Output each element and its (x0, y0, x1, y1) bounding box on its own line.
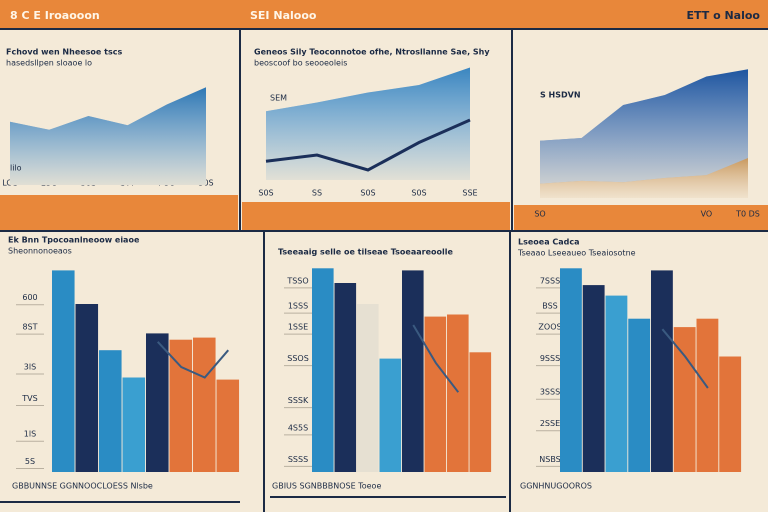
bar (582, 285, 605, 472)
x-tick-label: T0 DS (735, 210, 760, 219)
bar (424, 316, 447, 472)
bar (169, 339, 193, 472)
bar (334, 283, 357, 472)
bar (696, 318, 719, 472)
caption: GGNHNUGOOROS (520, 482, 592, 491)
header-left: 8 C E Iroaooon (10, 9, 100, 22)
bar (75, 304, 99, 472)
orange-band (0, 195, 238, 230)
bar (216, 379, 240, 472)
y-tick-label: 600 (22, 293, 37, 302)
x-tick-label: S0S (258, 189, 273, 198)
chart-subtitle: beoscoof bo seooeoleis (254, 59, 347, 68)
y-tick-label: 3lS (24, 363, 36, 372)
bar (673, 327, 696, 472)
y-tick-label: 1lS (24, 430, 36, 439)
area-fade (540, 69, 748, 198)
chart-title: Geneos Sily Teoconnotoe ofhe, Ntrosllann… (254, 48, 490, 57)
y-tick-label: SSOS (287, 354, 309, 363)
bar (193, 337, 216, 472)
y-tick-label: 8ST (22, 323, 37, 332)
annotation: lilo (10, 164, 22, 173)
chart-title: Lseoea Cadca (518, 238, 580, 247)
bar (719, 356, 742, 472)
header-right: ETT o Naloo (686, 9, 760, 22)
chart-title: Ek Bnn Tpocoanlneoow eiaoe (8, 236, 140, 245)
y-tick-label: BSS (542, 302, 558, 311)
y-tick-label: 9SSS (540, 354, 560, 363)
orange-band (514, 205, 768, 230)
top-banner (0, 0, 768, 28)
chart-subtitle: Sheonnonoeaos (8, 247, 72, 256)
y-tick-label: 2SSE (540, 419, 560, 428)
trend-line (412, 324, 460, 393)
bar (469, 352, 492, 472)
x-tick-label: SS (312, 189, 322, 198)
bar (628, 318, 651, 472)
y-tick-label: NSBS (539, 455, 561, 464)
trend-line (157, 341, 230, 379)
bar (651, 270, 673, 472)
bar (402, 270, 424, 472)
y-tick-label: SSSS (288, 455, 308, 464)
x-tick-label: VO (701, 210, 713, 219)
y-tick-label: ZOOS (538, 323, 561, 332)
x-tick-label: SO (534, 210, 545, 219)
bar (146, 333, 169, 472)
trend-line (661, 328, 709, 389)
header-center: SEI Nalooo (250, 9, 317, 22)
y-tick-label: 3SSS (540, 388, 560, 397)
panel-borders (0, 28, 768, 512)
area-fade (266, 67, 470, 180)
chart-title: S HSDVN (540, 91, 581, 100)
caption: GBIUS SGNBBBNOSE Toeoe (272, 482, 381, 491)
orange-band (242, 202, 510, 230)
x-tick-label: S0S (411, 189, 426, 198)
x-tick-label: SSE (462, 189, 477, 198)
y-tick-label: 4S5S (288, 423, 308, 432)
y-tick-label: 1SSS (288, 302, 308, 311)
y-tick-label: TVS (21, 394, 37, 403)
area-fade (540, 157, 748, 198)
bar (99, 350, 122, 472)
chart-subtitle: hasedsllpen sloaoe lo (6, 59, 92, 68)
caption: GBBUNNSE GGNNOOCLOESS Nlsbe (12, 482, 153, 491)
y-tick-label: 1SSE (288, 323, 308, 332)
line (265, 118, 471, 172)
y-tick-label: SSSK (288, 396, 309, 405)
bar (605, 295, 628, 472)
chart-title: Fchovd wen Nheesoe tscs (6, 48, 122, 57)
y-tick-label: TSSO (286, 276, 308, 285)
chart-subtitle: Tseaao Lseeaueo Tseaiosotne (517, 249, 636, 258)
y-tick-label: 7SSS (540, 276, 560, 285)
bar (357, 304, 379, 472)
area-fade (10, 87, 206, 185)
bar (560, 268, 582, 472)
bar (52, 270, 75, 472)
bar (312, 268, 334, 472)
bar (122, 377, 146, 472)
bar (379, 358, 402, 472)
bar (447, 314, 469, 472)
annotation: SEM (270, 94, 287, 103)
chart-title: Tseeaaig selle oe tilseae Tsoeaareoolle (278, 248, 453, 257)
y-tick-label: 5S (25, 457, 35, 466)
x-tick-label: S0S (360, 189, 375, 198)
